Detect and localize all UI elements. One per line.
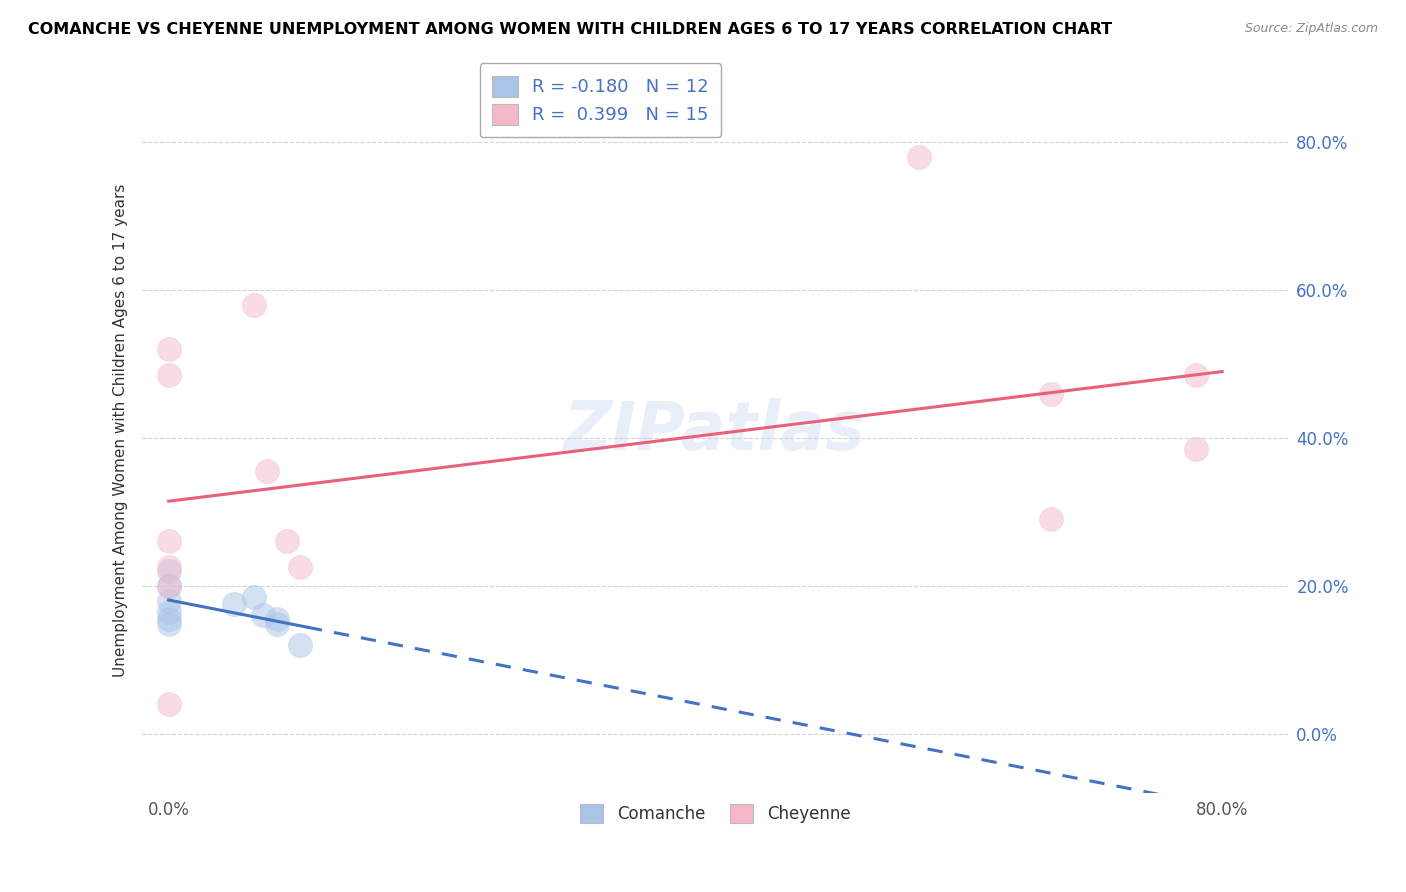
- Point: [157, 343, 180, 357]
- Legend: Comanche, Cheyenne: Comanche, Cheyenne: [568, 792, 862, 835]
- Point: [276, 534, 298, 549]
- Point: [290, 638, 312, 652]
- Point: [157, 612, 180, 626]
- Point: [266, 617, 288, 632]
- Point: [157, 617, 180, 632]
- Point: [1185, 442, 1208, 456]
- Point: [1039, 386, 1062, 401]
- Point: [157, 593, 180, 607]
- Text: COMANCHE VS CHEYENNE UNEMPLOYMENT AMONG WOMEN WITH CHILDREN AGES 6 TO 17 YEARS C: COMANCHE VS CHEYENNE UNEMPLOYMENT AMONG …: [28, 22, 1112, 37]
- Point: [157, 368, 180, 383]
- Point: [266, 612, 288, 626]
- Text: ZIPatlas: ZIPatlas: [564, 398, 866, 464]
- Point: [157, 534, 180, 549]
- Point: [256, 464, 278, 478]
- Point: [243, 298, 266, 312]
- Point: [157, 579, 180, 593]
- Y-axis label: Unemployment Among Women with Children Ages 6 to 17 years: Unemployment Among Women with Children A…: [114, 184, 128, 677]
- Point: [1039, 512, 1062, 526]
- Point: [290, 560, 312, 574]
- Point: [157, 697, 180, 711]
- Point: [224, 597, 246, 611]
- Point: [252, 608, 274, 623]
- Point: [157, 579, 180, 593]
- Point: [157, 560, 180, 574]
- Point: [157, 564, 180, 578]
- Point: [1185, 368, 1208, 383]
- Point: [243, 590, 266, 604]
- Point: [908, 150, 931, 164]
- Point: [157, 605, 180, 619]
- Text: Source: ZipAtlas.com: Source: ZipAtlas.com: [1244, 22, 1378, 36]
